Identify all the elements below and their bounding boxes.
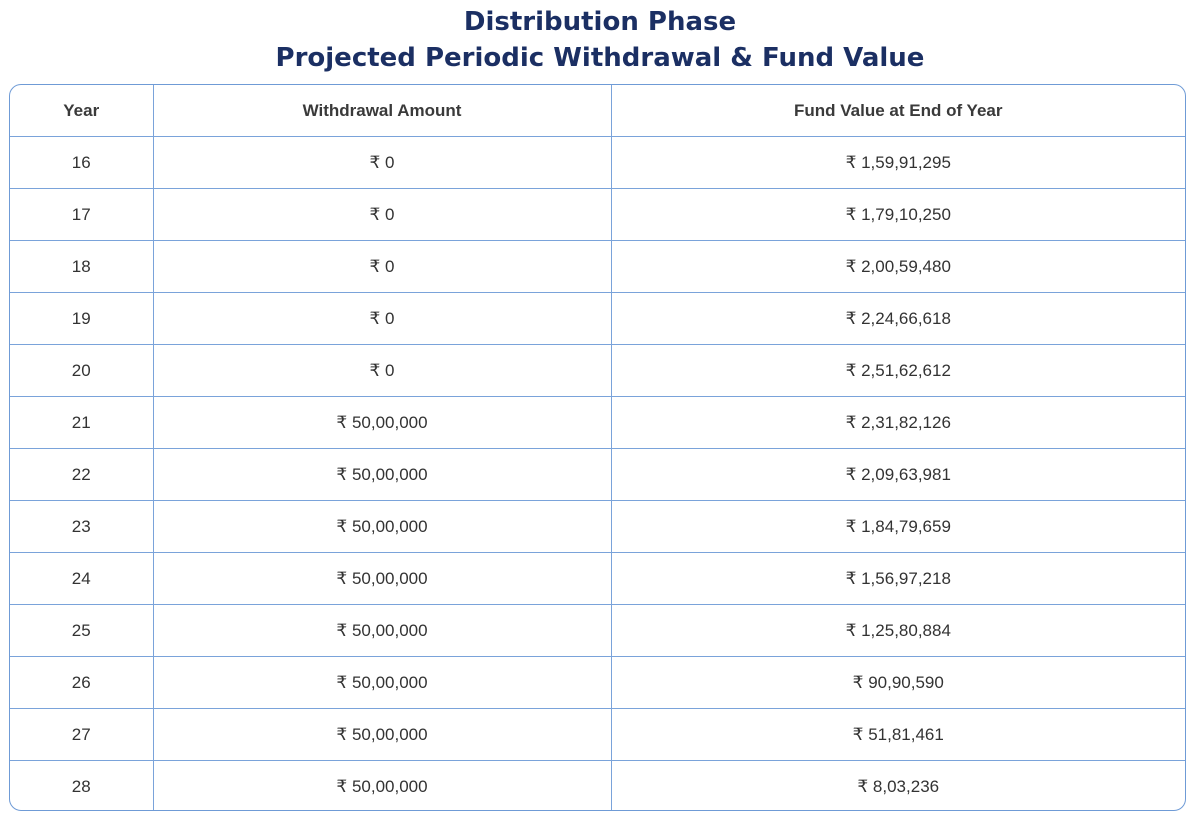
cell-fund-value: ₹ 1,25,80,884 [611,604,1185,657]
cell-fund-value: ₹ 8,03,236 [857,776,940,796]
table-body: 16 ₹ 0 ₹ 1,59,91,295 17 ₹ 0 ₹ 1,79,10,25… [10,136,1185,810]
cell-withdrawal: ₹ 50,00,000 [153,552,612,605]
table-row: 28 ₹ 50,00,000 ₹ 8,03,236 [10,760,1185,810]
table-row: 21 ₹ 50,00,000 ₹ 2,31,82,126 [10,396,1185,449]
cell-year: 27 [10,708,154,761]
table-row: 22 ₹ 50,00,000 ₹ 2,09,63,981 [10,448,1185,501]
cell-fund-value: ₹ 90,90,590 [611,656,1185,709]
cell-withdrawal: ₹ 50,00,000 [153,448,612,501]
cell-withdrawal: ₹ 0 [153,188,612,241]
withdrawal-table: Year Withdrawal Amount Fund Value at End… [10,85,1185,810]
cell-year: 25 [10,604,154,657]
title-line-2: Projected Periodic Withdrawal & Fund Val… [275,43,925,73]
header-year: Year [10,85,154,137]
cell-fund-value: ₹ 1,59,91,295 [611,136,1185,189]
cell-fund-value: ₹ 1,84,79,659 [611,500,1185,553]
withdrawal-table-container: Year Withdrawal Amount Fund Value at End… [9,84,1186,811]
title-line-1: Distribution Phase [463,7,737,37]
table-row: 16 ₹ 0 ₹ 1,59,91,295 [10,136,1185,189]
cell-withdrawal: ₹ 0 [153,344,612,397]
header-fund-value: Fund Value at End of Year [611,85,1185,137]
cell-year: 24 [10,552,154,605]
cell-year: 22 [10,448,154,501]
cell-year: 23 [10,500,154,553]
table-row: 26 ₹ 50,00,000 ₹ 90,90,590 [10,656,1185,709]
cell-withdrawal: ₹ 0 [153,240,612,293]
cell-fund-value: ₹ 2,24,66,618 [611,292,1185,345]
cell-withdrawal: ₹ 0 [153,136,612,189]
cell-withdrawal: ₹ 50,00,000 [153,656,612,709]
header-withdrawal-amount: Withdrawal Amount [153,85,612,137]
cell-year: 21 [10,396,154,449]
table-row: 17 ₹ 0 ₹ 1,79,10,250 [10,188,1185,241]
cell-fund-value: ₹ 1,56,97,218 [611,552,1185,605]
cell-year: 28 [10,760,154,810]
cell-year: 17 [10,188,154,241]
table-row: 25 ₹ 50,00,000 ₹ 1,25,80,884 [10,604,1185,657]
table-row: 24 ₹ 50,00,000 ₹ 1,56,97,218 [10,552,1185,605]
table-header-row: Year Withdrawal Amount Fund Value at End… [10,85,1185,137]
table-row: 23 ₹ 50,00,000 ₹ 1,84,79,659 [10,500,1185,553]
cell-year: 16 [10,136,154,189]
cell-withdrawal: ₹ 0 [153,292,612,345]
cell-withdrawal: ₹ 50,00,000 [153,500,612,553]
cell-year: 19 [10,292,154,345]
table-row: 18 ₹ 0 ₹ 2,00,59,480 [10,240,1185,293]
cell-year: 26 [10,656,154,709]
cell-withdrawal: ₹ 50,00,000 [153,760,612,810]
table-row: 27 ₹ 50,00,000 ₹ 51,81,461 [10,708,1185,761]
cell-fund-value: ₹ 2,00,59,480 [611,240,1185,293]
cell-withdrawal: ₹ 50,00,000 [153,604,612,657]
cell-year: 18 [10,240,154,293]
table-row: 20 ₹ 0 ₹ 2,51,62,612 [10,344,1185,397]
table-row: 19 ₹ 0 ₹ 2,24,66,618 [10,292,1185,345]
cell-fund-value: ₹ 51,81,461 [611,708,1185,761]
cell-fund-value: ₹ 2,31,82,126 [611,396,1185,449]
cell-withdrawal: ₹ 50,00,000 [153,396,612,449]
page-title: Distribution Phase Projected Periodic Wi… [0,4,1200,76]
cell-year: 20 [10,344,154,397]
cell-fund-value: ₹ 2,09,63,981 [611,448,1185,501]
cell-fund-value: ₹ 1,79,10,250 [611,188,1185,241]
cell-fund-value: ₹ 2,51,62,612 [611,344,1185,397]
cell-withdrawal: ₹ 50,00,000 [153,708,612,761]
